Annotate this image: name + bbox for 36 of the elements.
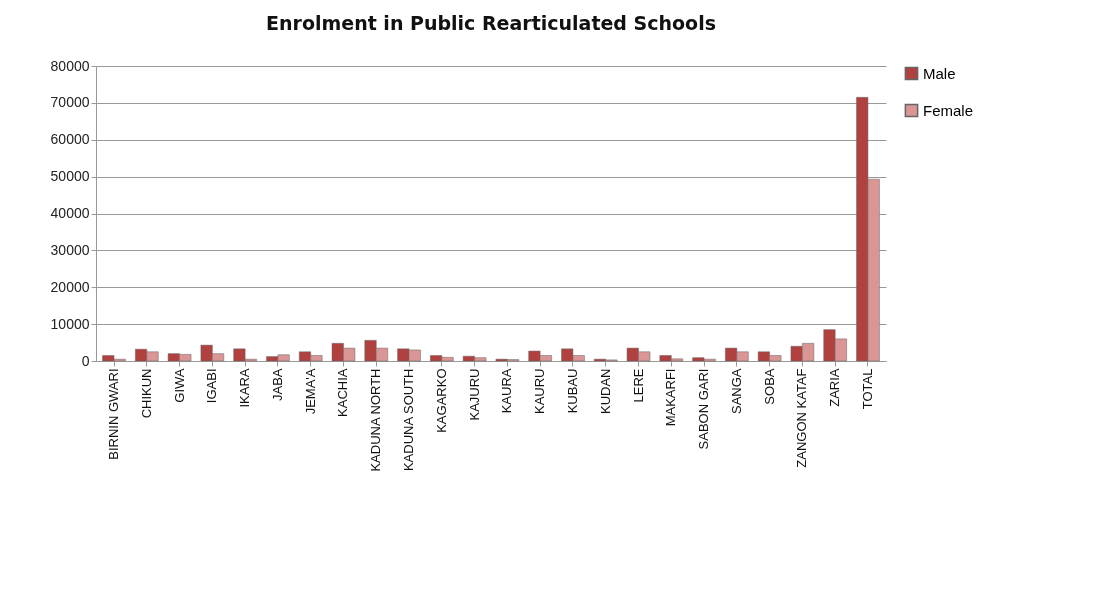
x-tick-label: ZANGON KATAF xyxy=(794,368,810,468)
x-tick-label: JEMA'A xyxy=(302,368,318,415)
x-tick-label: IGABI xyxy=(204,368,220,404)
legend-label: Female xyxy=(923,101,974,119)
x-tick-label: SOBA xyxy=(761,368,777,405)
x-tick-label: KAGARKO xyxy=(433,368,449,433)
x-tick-label: KUDAN xyxy=(597,368,613,415)
x-tick-label: ZARIA xyxy=(827,368,843,407)
y-tick-label: 50000 xyxy=(50,168,90,185)
y-tick-label: 40000 xyxy=(50,205,90,221)
x-tick-label: LERE xyxy=(630,368,646,403)
x-tick-label: KAJURU xyxy=(466,368,482,421)
y-tick-label: 20000 xyxy=(50,278,90,295)
x-tick-label: MAKARFI xyxy=(663,368,679,427)
x-tick-label: KUBAU xyxy=(564,368,580,414)
x-tick-label: IKARA xyxy=(237,368,253,408)
y-tick-label: 80000 xyxy=(50,57,90,74)
x-tick-label: SANGA xyxy=(728,368,744,415)
y-tick-label: 60000 xyxy=(50,131,90,148)
y-tick-label: 70000 xyxy=(50,94,90,111)
y-tick-label: 10000 xyxy=(50,315,90,332)
x-tick-label: KADUNA NORTH xyxy=(368,368,384,472)
y-tick-label: 30000 xyxy=(50,241,90,258)
x-tick-label: JABA xyxy=(269,368,285,402)
x-tick-label: CHIKUN xyxy=(138,368,154,419)
x-tick-label: KAURA xyxy=(499,368,515,414)
x-tick-label: GIWA xyxy=(171,368,187,403)
x-tick-label: KADUNA SOUTH xyxy=(401,368,417,472)
chart-title: Enrolment in Public Rearticulated Schools xyxy=(266,12,716,34)
y-tick-label: 0 xyxy=(81,352,90,369)
x-tick-label: KACHIA xyxy=(335,368,351,417)
legend-label: Male xyxy=(923,64,956,82)
x-tick-label: KAURU xyxy=(532,368,548,415)
x-tick-label: SABON GARI xyxy=(696,368,712,450)
x-tick-label: TOTAL xyxy=(859,368,875,410)
x-tick-label: BIRNIN GWARI xyxy=(106,368,122,460)
